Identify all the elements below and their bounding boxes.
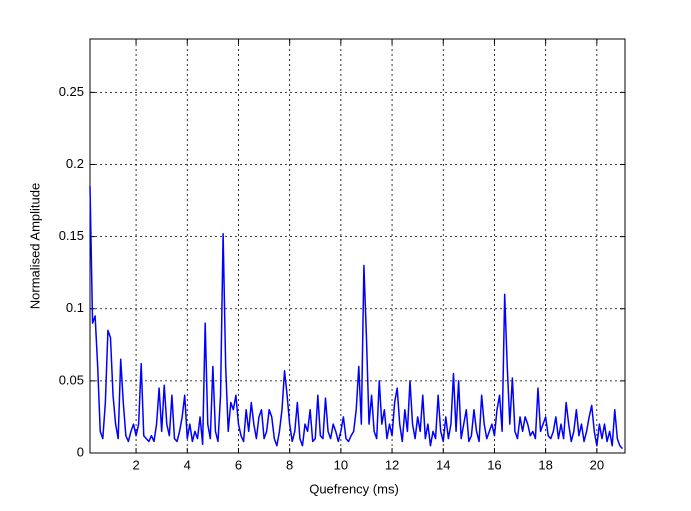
x-tick-label: 14 <box>436 457 450 472</box>
y-tick-label: 0 <box>77 444 84 459</box>
x-tick-label: 10 <box>334 457 348 472</box>
x-tick-label: 4 <box>184 457 191 472</box>
y-tick-label: 0.2 <box>66 156 84 171</box>
x-tick-label: 2 <box>132 457 139 472</box>
x-tick-label: 8 <box>286 457 293 472</box>
x-tick-label: 12 <box>385 457 399 472</box>
data-line <box>89 186 624 450</box>
y-axis-label: Normalised Amplitude <box>27 183 42 309</box>
y-tick-label: 0.05 <box>59 372 84 387</box>
y-tick-label: 0.1 <box>66 300 84 315</box>
y-tick-label: 0.25 <box>59 84 84 99</box>
y-tick-label: 0.15 <box>59 228 84 243</box>
x-axis-label: Quefrency (ms) <box>309 481 399 496</box>
x-tick-label: 20 <box>590 457 604 472</box>
x-tick-label: 16 <box>487 457 501 472</box>
x-tick-label: 18 <box>538 457 552 472</box>
x-tick-label: 6 <box>235 457 242 472</box>
plot-frame <box>89 38 626 454</box>
